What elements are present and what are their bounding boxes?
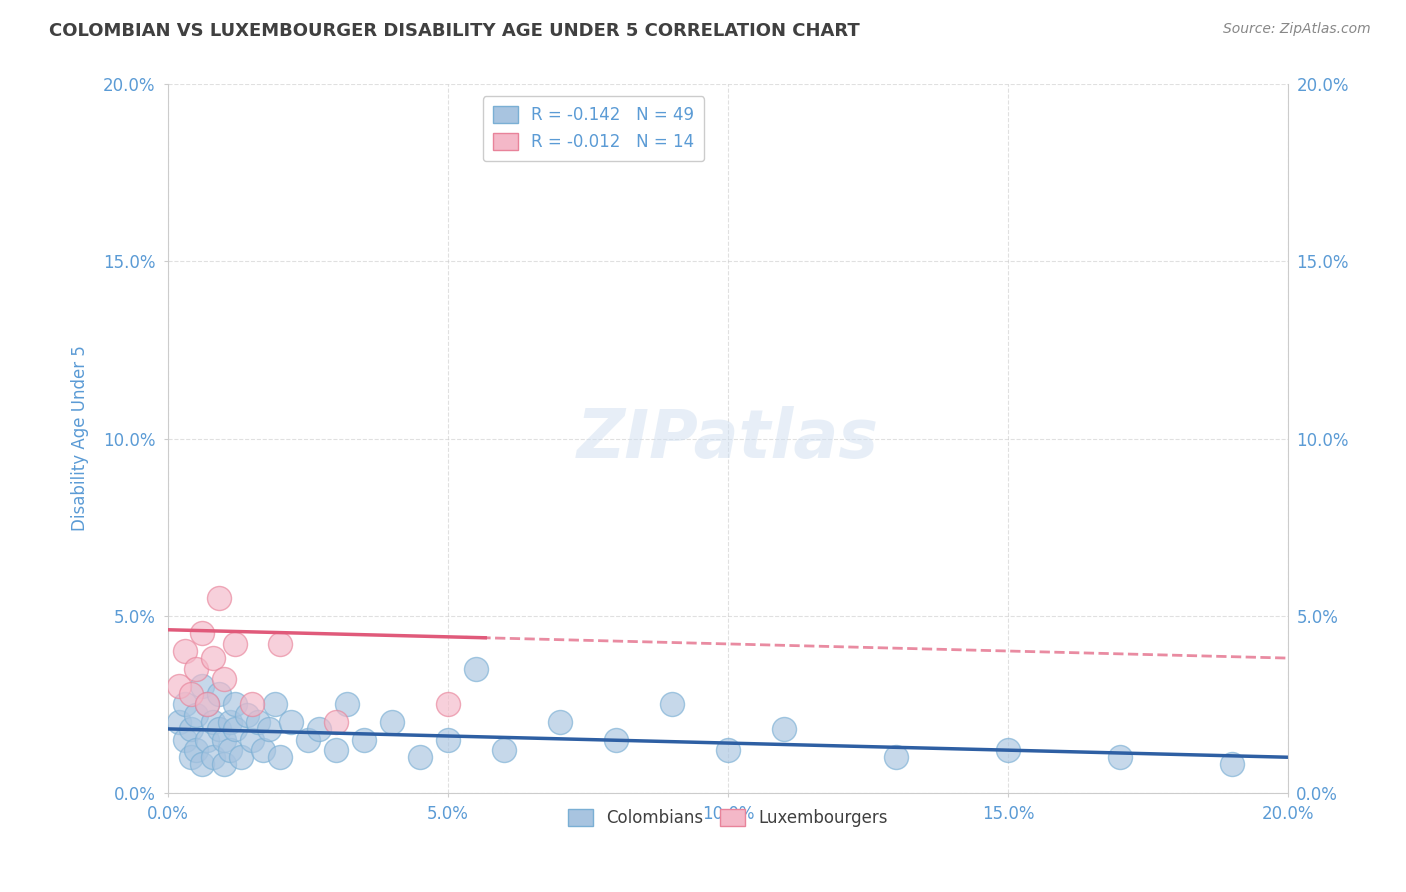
Point xyxy=(884,750,907,764)
Point xyxy=(201,714,224,729)
Point xyxy=(184,743,207,757)
Point xyxy=(169,714,191,729)
Point xyxy=(195,697,218,711)
Point xyxy=(224,697,246,711)
Point xyxy=(548,714,571,729)
Text: ZIPatlas: ZIPatlas xyxy=(576,406,879,472)
Point xyxy=(174,732,197,747)
Point xyxy=(174,697,197,711)
Point xyxy=(240,697,263,711)
Point xyxy=(308,722,330,736)
Point xyxy=(212,673,235,687)
Point xyxy=(381,714,404,729)
Point xyxy=(997,743,1019,757)
Point xyxy=(180,686,202,700)
Point xyxy=(437,732,460,747)
Point xyxy=(184,707,207,722)
Point xyxy=(207,686,229,700)
Point xyxy=(263,697,285,711)
Point xyxy=(207,591,229,605)
Point xyxy=(224,637,246,651)
Point xyxy=(465,662,488,676)
Point xyxy=(246,714,269,729)
Point xyxy=(229,750,252,764)
Point xyxy=(207,722,229,736)
Point xyxy=(269,750,291,764)
Point xyxy=(297,732,319,747)
Point xyxy=(180,722,202,736)
Point xyxy=(717,743,740,757)
Text: COLOMBIAN VS LUXEMBOURGER DISABILITY AGE UNDER 5 CORRELATION CHART: COLOMBIAN VS LUXEMBOURGER DISABILITY AGE… xyxy=(49,22,860,40)
Point xyxy=(190,626,212,640)
Point xyxy=(1220,757,1243,772)
Point xyxy=(190,680,212,694)
Point xyxy=(169,680,191,694)
Point xyxy=(218,714,240,729)
Point xyxy=(437,697,460,711)
Point xyxy=(180,750,202,764)
Point xyxy=(661,697,683,711)
Point xyxy=(224,722,246,736)
Legend: Colombians, Luxembourgers: Colombians, Luxembourgers xyxy=(561,803,894,834)
Point xyxy=(257,722,280,736)
Point xyxy=(212,732,235,747)
Point xyxy=(235,707,257,722)
Point xyxy=(174,644,197,658)
Point xyxy=(269,637,291,651)
Point xyxy=(201,651,224,665)
Point xyxy=(325,743,347,757)
Point xyxy=(212,757,235,772)
Point xyxy=(195,697,218,711)
Text: Source: ZipAtlas.com: Source: ZipAtlas.com xyxy=(1223,22,1371,37)
Point xyxy=(184,662,207,676)
Point xyxy=(218,743,240,757)
Point xyxy=(336,697,359,711)
Point xyxy=(201,750,224,764)
Point xyxy=(280,714,302,729)
Point xyxy=(195,732,218,747)
Point xyxy=(240,732,263,747)
Point xyxy=(773,722,796,736)
Point xyxy=(190,757,212,772)
Point xyxy=(1109,750,1132,764)
Point xyxy=(353,732,375,747)
Point xyxy=(494,743,516,757)
Point xyxy=(409,750,432,764)
Point xyxy=(252,743,274,757)
Point xyxy=(605,732,627,747)
Y-axis label: Disability Age Under 5: Disability Age Under 5 xyxy=(72,345,89,532)
Point xyxy=(325,714,347,729)
